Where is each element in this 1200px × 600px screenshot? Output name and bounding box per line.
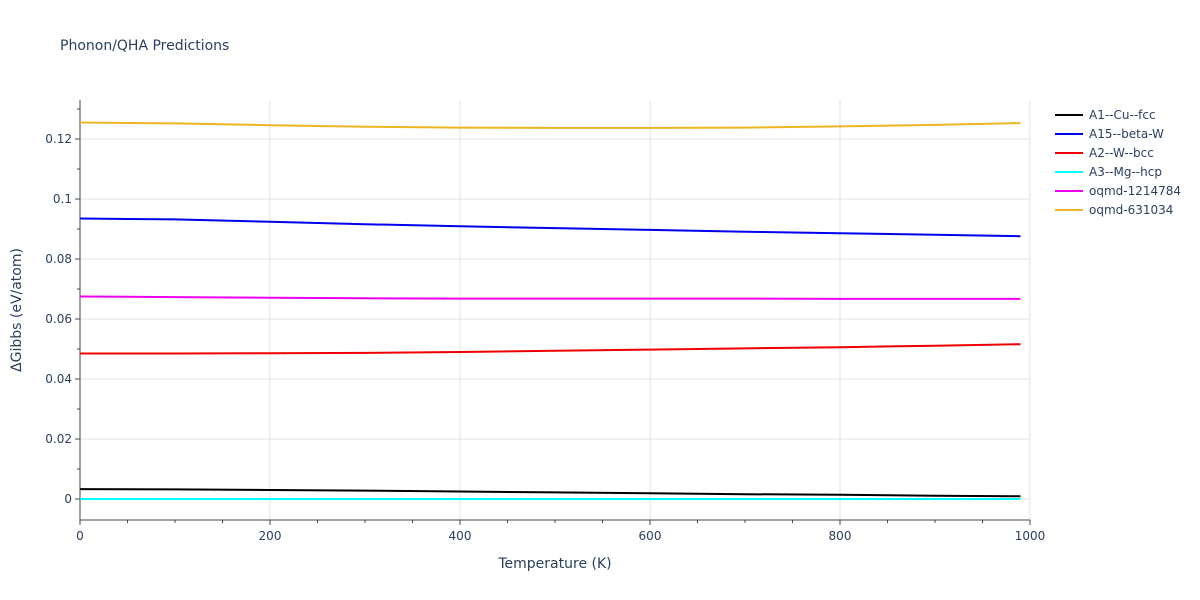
y-tick-label: 0.04 — [45, 372, 72, 386]
legend-item: A3--Mg--hcp — [1055, 165, 1162, 179]
x-axis-title: Temperature (K) — [497, 556, 611, 572]
legend-item: oqmd-1214784 — [1055, 184, 1181, 198]
y-tick-label: 0.08 — [45, 252, 72, 266]
legend-item: A2--W--bcc — [1055, 146, 1154, 160]
legend-item: A15--beta-W — [1055, 127, 1164, 141]
legend-item: A1--Cu--fcc — [1055, 108, 1156, 122]
x-tick-label: 1000 — [1015, 529, 1046, 543]
y-tick-label: 0.06 — [45, 312, 72, 326]
series-line-oqmd-631034 — [79, 121, 1021, 129]
x-tick-label: 200 — [259, 529, 282, 543]
x-tick-label: 400 — [449, 529, 472, 543]
legend-label: oqmd-1214784 — [1089, 184, 1181, 198]
x-tick-label: 800 — [829, 529, 852, 543]
legend-label: A1--Cu--fcc — [1089, 108, 1156, 122]
series-line-a2-w-bcc — [80, 343, 1021, 355]
legend-label: A2--W--bcc — [1089, 146, 1154, 160]
y-tick-label: 0.02 — [45, 432, 72, 446]
series-line-a15-beta-w — [79, 217, 1021, 238]
series-line-oqmd-1214784 — [79, 295, 1021, 300]
y-tick-label: 0 — [64, 492, 72, 506]
plot-area: 0 200 400 600 800 1000 0 0.02 0.04 0.06 0.08 0.1 0.1… — [45, 100, 1045, 543]
legend-item: oqmd-631034 — [1055, 203, 1173, 217]
chart-title: Phonon/QHA Predictions — [60, 38, 229, 54]
legend-label: A3--Mg--hcp — [1089, 165, 1162, 179]
series-lines — [79, 121, 1021, 500]
axes: 0 200 400 600 800 1000 0 0.02 0.04 0.06 0.08 0.1 0.1… — [45, 100, 1045, 543]
x-tick-label: 0 — [76, 529, 84, 543]
grid-lines — [80, 100, 1031, 520]
x-tick-label: 600 — [639, 529, 662, 543]
y-axis-title: ΔGibbs (eV/atom) — [9, 248, 25, 372]
series-line-a1-cu-fcc — [79, 488, 1021, 498]
legend-label: A15--beta-W — [1089, 127, 1164, 141]
legend: A1--Cu--fcc A15--beta-W A2--W--bcc A3--Mg--… — [1055, 108, 1181, 217]
y-tick-label: 0.12 — [45, 132, 72, 146]
y-tick-label: 0.1 — [53, 192, 72, 206]
legend-label: oqmd-631034 — [1089, 203, 1173, 217]
